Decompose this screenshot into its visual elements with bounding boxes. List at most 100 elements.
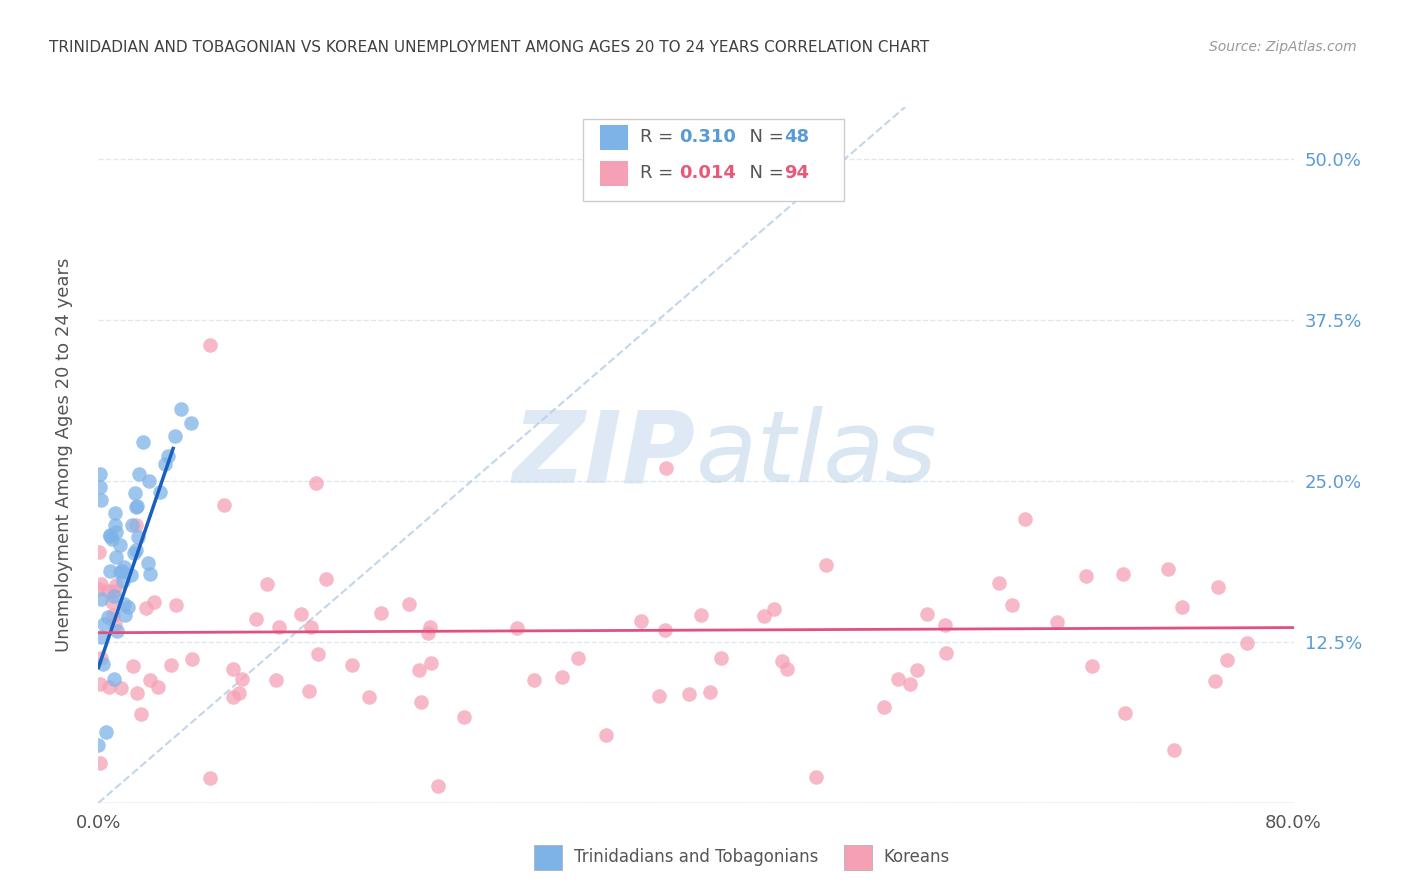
Point: [398, 597, 420, 611]
Point: [420, 656, 443, 670]
Point: [228, 686, 250, 700]
Point: [104, 506, 127, 520]
Text: atlas: atlas: [696, 407, 938, 503]
Point: [1163, 743, 1185, 757]
Point: [200, 338, 222, 352]
Point: [136, 556, 159, 570]
Point: [1206, 580, 1229, 594]
Point: [315, 572, 337, 586]
Point: [125, 500, 148, 514]
Point: [103, 583, 125, 598]
Point: [678, 687, 700, 701]
Point: [370, 607, 392, 621]
Point: [654, 624, 676, 638]
Point: [754, 609, 776, 624]
Point: [114, 608, 136, 623]
Point: [90, 630, 112, 644]
Text: Source: ZipAtlas.com: Source: ZipAtlas.com: [1209, 40, 1357, 54]
Point: [689, 608, 711, 623]
Point: [222, 690, 245, 705]
Point: [138, 474, 160, 488]
Point: [934, 646, 956, 660]
Point: [100, 527, 122, 541]
Text: Koreans: Koreans: [883, 848, 949, 866]
Point: [256, 577, 278, 591]
Text: N =: N =: [738, 128, 790, 146]
Point: [114, 559, 136, 574]
Point: [873, 699, 896, 714]
Point: [222, 662, 245, 676]
Point: [1046, 615, 1069, 629]
Point: [915, 607, 938, 621]
Point: [898, 676, 921, 690]
Point: [122, 659, 145, 673]
Point: [98, 564, 121, 578]
Point: [89, 756, 111, 771]
Point: [90, 651, 112, 665]
Point: [108, 565, 131, 579]
Point: [128, 467, 150, 482]
Point: [104, 549, 127, 564]
Point: [342, 658, 364, 673]
Point: [231, 672, 253, 686]
Point: [298, 684, 321, 698]
Point: [523, 673, 546, 687]
Text: TRINIDADIAN AND TOBAGONIAN VS KOREAN UNEMPLOYMENT AMONG AGES 20 TO 24 YEARS CORR: TRINIDADIAN AND TOBAGONIAN VS KOREAN UNE…: [49, 40, 929, 55]
Point: [165, 599, 187, 613]
Point: [655, 460, 678, 475]
Point: [290, 607, 312, 622]
Point: [160, 658, 183, 673]
Point: [104, 617, 127, 632]
Point: [124, 486, 146, 500]
Point: [198, 772, 221, 786]
Point: [409, 695, 432, 709]
Point: [138, 673, 160, 687]
Point: [98, 681, 121, 695]
Point: [127, 530, 149, 544]
Point: [1001, 598, 1024, 612]
Point: [1014, 512, 1036, 526]
Point: [97, 584, 120, 599]
Point: [89, 677, 111, 691]
Point: [776, 662, 799, 676]
Text: ZIP: ZIP: [513, 407, 696, 503]
Point: [89, 467, 111, 482]
Point: [110, 538, 132, 552]
Text: R =: R =: [640, 164, 679, 183]
Point: [125, 686, 148, 700]
Point: [1081, 659, 1104, 673]
Point: [170, 402, 193, 417]
Point: [408, 663, 430, 677]
Point: [630, 614, 652, 628]
Point: [815, 558, 838, 572]
Point: [426, 779, 449, 793]
Point: [124, 545, 146, 559]
Point: [117, 599, 139, 614]
Point: [125, 542, 148, 557]
Point: [89, 480, 111, 494]
Point: [91, 657, 114, 672]
Point: [987, 576, 1010, 591]
Point: [121, 518, 143, 533]
Text: 48: 48: [785, 128, 810, 146]
Point: [806, 770, 828, 784]
Point: [97, 609, 120, 624]
Point: [129, 707, 152, 722]
Point: [148, 681, 170, 695]
Point: [157, 449, 180, 463]
Point: [103, 672, 125, 686]
Point: [132, 435, 155, 450]
Point: [138, 567, 160, 582]
Point: [214, 498, 236, 512]
Point: [87, 738, 110, 752]
Text: Trinidadians and Tobagonians: Trinidadians and Tobagonians: [574, 848, 818, 866]
Point: [143, 595, 166, 609]
Point: [101, 533, 124, 547]
Text: 0.014: 0.014: [679, 164, 735, 183]
Point: [595, 728, 617, 742]
Point: [87, 545, 110, 559]
Point: [100, 594, 122, 608]
Point: [111, 564, 134, 578]
Point: [267, 620, 290, 634]
Point: [90, 591, 112, 606]
